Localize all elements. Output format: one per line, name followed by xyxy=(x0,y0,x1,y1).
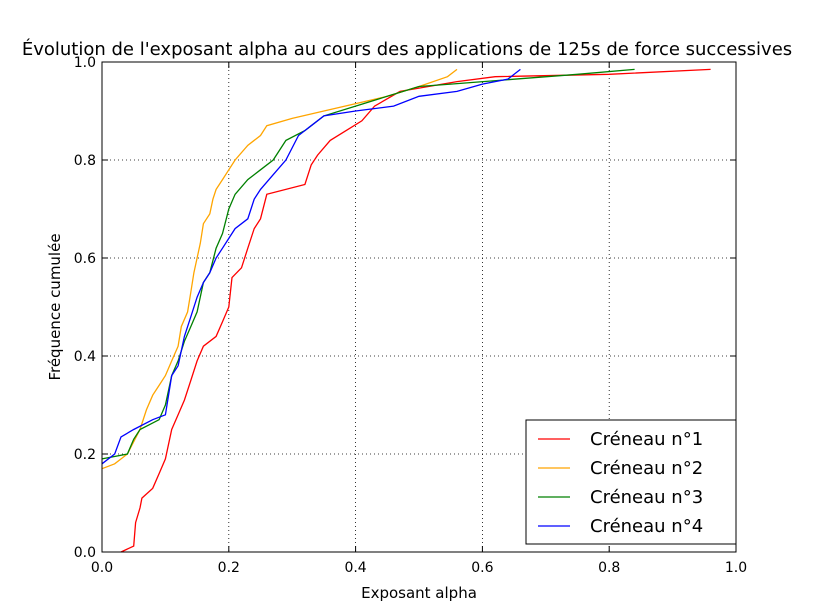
legend-label: Créneau n°2 xyxy=(590,458,703,479)
legend-label: Créneau n°3 xyxy=(590,487,703,508)
series-line-creneau-1 xyxy=(120,68,711,553)
legend-label: Créneau n°4 xyxy=(590,516,703,537)
y-tick-label: 0.0 xyxy=(74,545,96,561)
y-tick-label: 1.0 xyxy=(74,55,96,71)
data-series xyxy=(101,68,711,553)
chart-title: Évolution de l'exposant alpha au cours d… xyxy=(22,38,792,60)
legend-label: Créneau n°1 xyxy=(590,429,703,450)
legend-box xyxy=(525,419,737,545)
x-tick-label: 0.2 xyxy=(218,560,240,576)
plot-frame xyxy=(101,61,737,553)
y-tick-label: 0.8 xyxy=(74,153,96,169)
y-tick-label: 0.4 xyxy=(74,349,96,365)
y-axis-label: Fréquence cumulée xyxy=(46,233,64,380)
x-tick-label: 0.8 xyxy=(598,560,620,576)
y-tick-label: 0.2 xyxy=(74,447,96,463)
x-tick-label: 0.4 xyxy=(344,560,366,576)
x-tick-label: 0.0 xyxy=(91,560,113,576)
series-line-creneau-3 xyxy=(101,68,635,460)
series-line-creneau-2 xyxy=(101,68,458,470)
axis-ticks: 0.0 0.2 0.4 0.6 0.8 1.0 0.0 0.2 0.4 0.6 0.8 1.0 xyxy=(74,55,747,576)
y-tick-label: 0.6 xyxy=(74,251,96,267)
series-line-creneau-4 xyxy=(101,68,521,465)
x-tick-label: 0.6 xyxy=(471,560,493,576)
x-tick-label: 1.0 xyxy=(725,560,747,576)
x-axis-label: Exposant alpha xyxy=(361,584,477,602)
legend: Créneau n°1 Créneau n°2 Créneau n°3 Créneau… xyxy=(525,419,737,545)
